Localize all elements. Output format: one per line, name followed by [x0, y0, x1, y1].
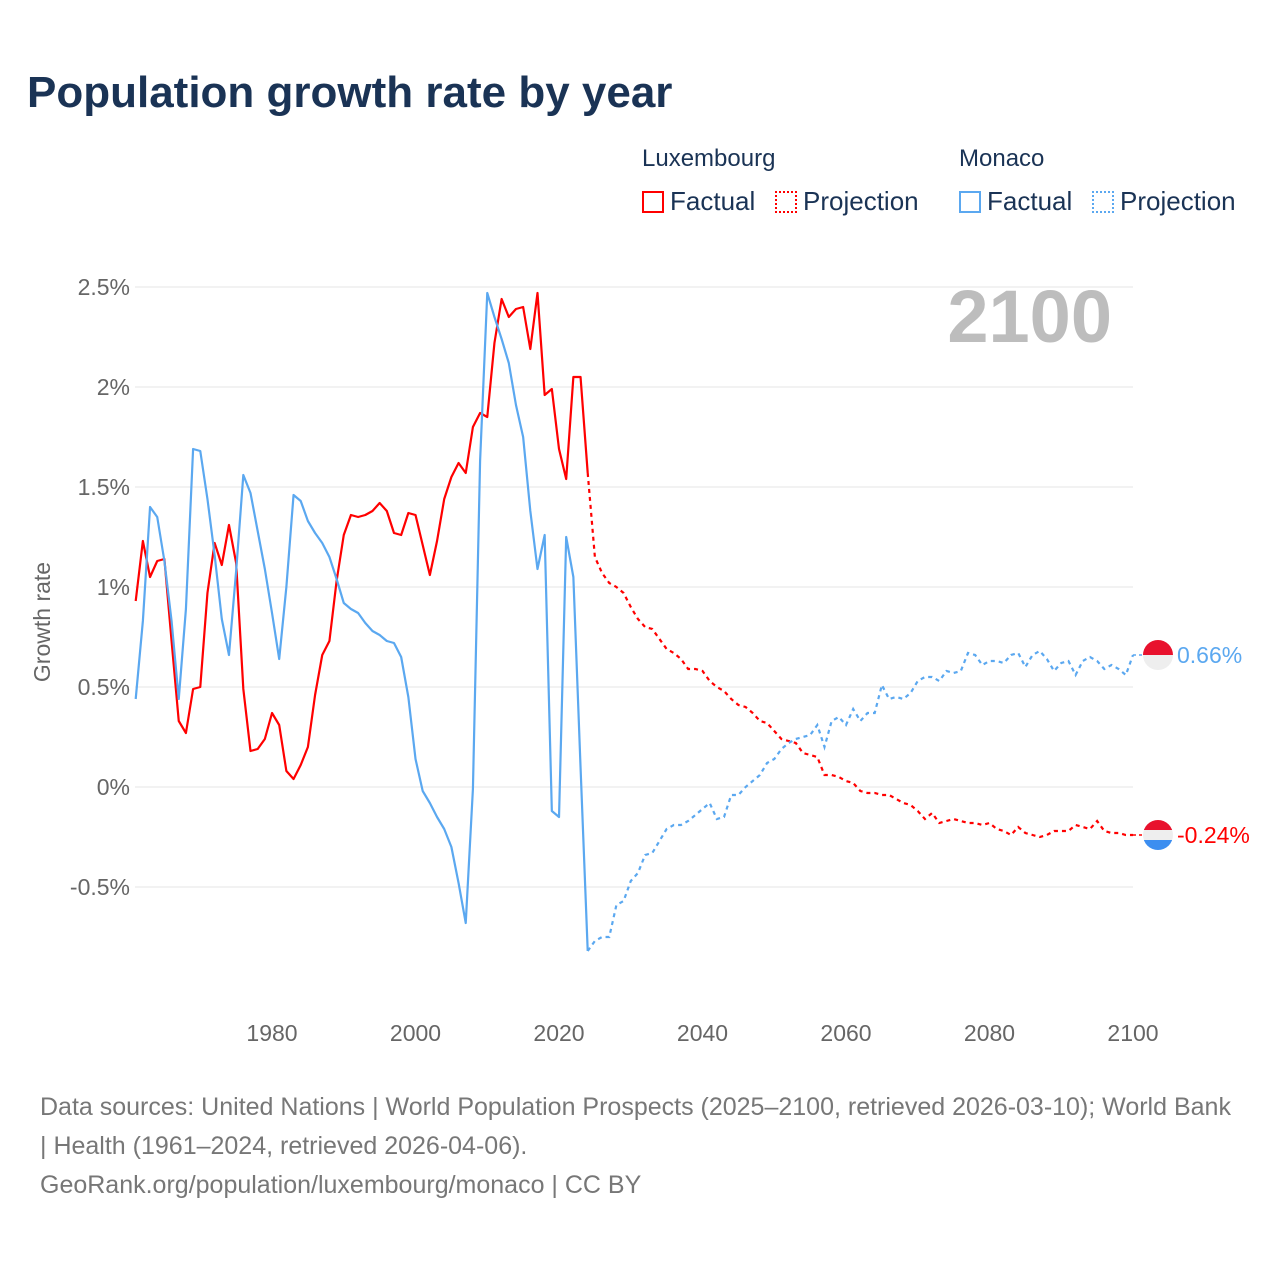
legend-luxembourg-projection[interactable]: Projection — [775, 186, 919, 217]
y-tick-label: 2% — [97, 374, 130, 400]
legend-group-luxembourg: Luxembourg — [642, 145, 776, 172]
legend-group-monaco: Monaco — [959, 145, 1045, 172]
legend-label: Factual — [987, 186, 1073, 216]
flag-stripe — [1143, 820, 1173, 830]
monaco-end-value-label: 0.66% — [1177, 642, 1242, 668]
x-tick-label: 2020 — [533, 1020, 584, 1046]
luxembourg-factual-line — [134, 291, 589, 781]
legend-monaco-factual[interactable]: Factual — [959, 186, 1072, 217]
flag-stripe — [1143, 655, 1173, 670]
credit-link[interactable]: GeoRank.org/population/luxembourg/monaco… — [40, 1171, 642, 1199]
year-watermark: 2100 — [947, 275, 1112, 358]
y-tick-label: 0.5% — [78, 674, 130, 700]
luxembourg-end-value-label: -0.24% — [1177, 822, 1250, 848]
dotted-swatch-icon — [1092, 191, 1114, 213]
legend-label: Projection — [1120, 186, 1236, 216]
solid-swatch-icon — [959, 191, 981, 213]
legend-luxembourg-factual[interactable]: Factual — [642, 186, 755, 217]
x-tick-label: 2100 — [1107, 1020, 1158, 1046]
monaco-factual-line — [134, 291, 589, 952]
y-tick-label: 1.5% — [78, 474, 130, 500]
x-tick-label: 2000 — [390, 1020, 441, 1046]
legend-label: Projection — [803, 186, 919, 216]
luxembourg-flag-icon — [1133, 820, 1173, 850]
footer: Data sources: United Nations | World Pop… — [40, 1088, 1240, 1205]
x-tick-label: 2040 — [677, 1020, 728, 1046]
data-sources: Data sources: United Nations | World Pop… — [40, 1093, 1231, 1160]
legend-label: Factual — [670, 186, 756, 216]
y-tick-label: 2.5% — [78, 274, 130, 300]
monaco-flag-icon — [1133, 640, 1173, 670]
x-tick-label: 2060 — [820, 1020, 871, 1046]
y-tick-label: -0.5% — [70, 874, 130, 900]
chart-title: Population growth rate by year — [27, 68, 673, 117]
x-tick-label: 2080 — [964, 1020, 1015, 1046]
monaco-projection-line — [586, 649, 1135, 952]
dotted-swatch-icon — [775, 191, 797, 213]
y-axis-label: Growth rate — [29, 562, 55, 682]
y-tick-label: 1% — [97, 574, 130, 600]
solid-swatch-icon — [642, 191, 664, 213]
flag-stripe — [1143, 640, 1173, 655]
flag-stripe — [1143, 840, 1173, 850]
luxembourg-projection-line — [586, 472, 1133, 839]
y-tick-label: 0% — [97, 774, 130, 800]
legend-monaco-projection[interactable]: Projection — [1092, 186, 1236, 217]
flag-stripe — [1143, 830, 1173, 840]
x-tick-label: 1980 — [246, 1020, 297, 1046]
